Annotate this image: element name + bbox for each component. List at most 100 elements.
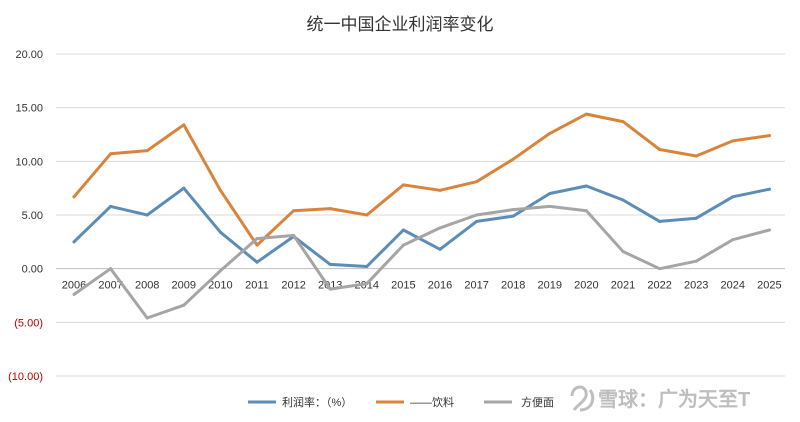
x-tick-label: 2008 (135, 280, 159, 292)
data-point-s1-4 (218, 188, 222, 192)
data-point-s0-15 (621, 198, 625, 202)
data-point-s2-18 (731, 238, 735, 242)
data-point-s0-14 (584, 184, 588, 188)
snowball-logo-icon (570, 385, 595, 412)
x-tick-label: 2021 (611, 280, 635, 292)
data-point-s1-16 (658, 148, 662, 152)
y-tick-label: 20.00 (15, 49, 43, 61)
x-tick-label: 2018 (501, 280, 525, 292)
data-point-s2-15 (621, 249, 625, 253)
legend-label-noodles: 方便面 (521, 395, 554, 409)
x-tick-label: 2011 (245, 280, 269, 292)
y-tick-label: 0.00 (22, 264, 43, 276)
x-tick-label: 2016 (428, 280, 452, 292)
x-tick-label: 2010 (208, 280, 232, 292)
data-point-s1-2 (145, 149, 149, 153)
x-axis-ticks: 2006 2007 2008 2009 2010 2011 2012 2013 2014 2015… (62, 280, 782, 292)
data-point-s2-5 (255, 237, 259, 241)
data-point-s2-6 (292, 233, 296, 237)
data-point-s0-7 (328, 262, 332, 266)
data-point-s1-6 (292, 209, 296, 213)
data-point-s2-2 (145, 316, 149, 320)
legend-label-profit-rate: 利润率：（%） (282, 395, 352, 409)
data-point-s0-10 (438, 247, 442, 251)
y-tick-label: 10.00 (15, 156, 43, 168)
data-point-s2-17 (694, 259, 698, 263)
data-point-s2-3 (182, 303, 186, 307)
data-point-s2-1 (109, 267, 113, 271)
data-point-s2-0 (72, 292, 76, 296)
data-point-s2-19 (767, 228, 771, 232)
data-point-s0-8 (365, 265, 369, 269)
data-point-s2-13 (548, 204, 552, 208)
data-point-s0-12 (511, 214, 515, 218)
x-tick-label: 2014 (355, 280, 379, 292)
chart-title: 统一中国企业利润率变化 (307, 15, 494, 34)
gridlines (56, 53, 785, 377)
data-point-s1-1 (109, 152, 113, 156)
x-tick-label: 2009 (172, 280, 196, 292)
data-point-s1-19 (767, 134, 771, 138)
watermark-text: 雪球：广为天至T (598, 387, 750, 411)
data-point-s1-18 (731, 139, 735, 143)
x-tick-label: 2007 (98, 280, 122, 292)
series-lines (72, 112, 771, 320)
data-point-s0-0 (72, 240, 76, 244)
data-point-s2-9 (401, 243, 405, 247)
data-point-s0-3 (182, 186, 186, 190)
data-point-s1-8 (365, 213, 369, 217)
y-tick-label: (5.00) (14, 317, 43, 329)
data-point-s2-7 (328, 287, 332, 291)
data-point-s0-5 (255, 260, 259, 264)
y-tick-label: (10.00) (8, 371, 43, 383)
data-point-s0-18 (731, 195, 735, 199)
y-axis-ticks: 20.00 15.00 10.00 5.00 0.00 (5.00) (10.00) (8, 49, 43, 383)
data-point-s1-7 (328, 207, 332, 211)
x-tick-label: 2022 (647, 280, 671, 292)
data-point-s2-4 (218, 269, 222, 273)
series-line-0 (72, 184, 771, 268)
data-point-s2-16 (658, 267, 662, 271)
data-point-s2-14 (584, 209, 588, 213)
data-point-s1-3 (182, 123, 186, 127)
data-point-s2-8 (365, 282, 369, 286)
x-tick-label: 2019 (538, 280, 562, 292)
x-tick-label: 2017 (464, 280, 488, 292)
data-point-s0-9 (401, 228, 405, 232)
data-point-s1-17 (694, 154, 698, 158)
y-tick-label: 15.00 (15, 103, 43, 115)
data-point-s0-1 (109, 204, 113, 208)
data-point-s0-19 (767, 187, 771, 191)
series-line-2 (72, 204, 771, 320)
x-tick-label: 2020 (574, 280, 598, 292)
data-point-s0-4 (218, 230, 222, 234)
data-point-s1-0 (72, 195, 76, 199)
x-tick-label: 2025 (757, 280, 781, 292)
watermark: 雪球：广为天至T (570, 385, 750, 412)
data-point-s1-12 (511, 157, 515, 161)
data-point-s1-5 (255, 243, 259, 247)
data-point-s1-10 (438, 188, 442, 192)
legend-label-beverage: ——饮料 (410, 395, 454, 409)
data-point-s0-17 (694, 216, 698, 220)
data-point-s1-15 (621, 120, 625, 124)
data-point-s2-12 (511, 208, 515, 212)
x-tick-label: 2023 (684, 280, 708, 292)
data-point-s0-13 (548, 192, 552, 196)
data-point-s1-11 (475, 180, 479, 184)
series-line-1 (72, 112, 771, 247)
y-tick-label: 5.00 (22, 210, 43, 222)
x-tick-label: 2024 (721, 280, 745, 292)
data-point-s2-11 (475, 213, 479, 217)
data-point-s1-9 (401, 183, 405, 187)
data-point-s0-16 (658, 219, 662, 223)
x-tick-label: 2015 (391, 280, 415, 292)
x-tick-label: 2012 (281, 280, 305, 292)
legend: 利润率：（%） ——饮料 方便面 (248, 395, 554, 409)
data-point-s0-2 (145, 213, 149, 217)
data-point-s2-10 (438, 226, 442, 230)
data-point-s1-14 (584, 112, 588, 116)
data-point-s0-11 (475, 219, 479, 223)
